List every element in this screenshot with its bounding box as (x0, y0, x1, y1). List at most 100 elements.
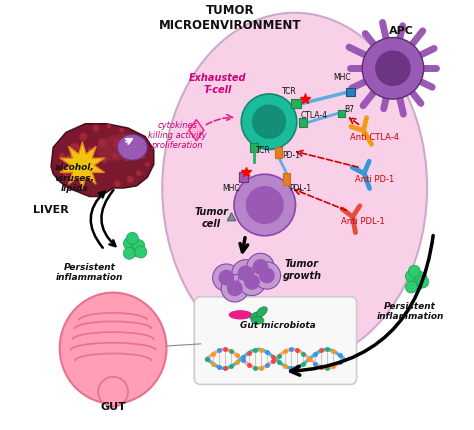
Circle shape (76, 175, 82, 181)
Polygon shape (227, 213, 236, 221)
Bar (239, 172, 248, 183)
Text: TCR: TCR (282, 87, 297, 96)
Circle shape (244, 274, 260, 290)
Polygon shape (189, 120, 204, 141)
Circle shape (123, 248, 135, 260)
Circle shape (253, 262, 281, 289)
Circle shape (106, 124, 111, 129)
Circle shape (123, 238, 135, 250)
Circle shape (232, 260, 259, 287)
Text: Anti PDL-1: Anti PDL-1 (341, 217, 385, 226)
Circle shape (241, 95, 297, 150)
Circle shape (87, 165, 92, 170)
Bar (338, 111, 345, 117)
Text: LIVER: LIVER (33, 205, 69, 215)
Text: CTLA-4: CTLA-4 (301, 111, 328, 120)
Ellipse shape (60, 293, 166, 404)
Bar (346, 88, 355, 97)
Circle shape (123, 155, 129, 162)
Circle shape (234, 175, 295, 236)
Bar (291, 100, 301, 109)
Text: APC: APC (389, 26, 414, 36)
Text: Anti PD-1: Anti PD-1 (355, 175, 394, 184)
Circle shape (145, 163, 150, 168)
Text: Exhausted
T-cell: Exhausted T-cell (189, 73, 246, 95)
Circle shape (219, 270, 234, 286)
Polygon shape (60, 142, 105, 189)
Circle shape (70, 144, 79, 153)
Circle shape (136, 171, 142, 176)
Ellipse shape (98, 377, 128, 407)
Circle shape (127, 233, 138, 245)
Circle shape (237, 266, 254, 282)
Circle shape (102, 158, 108, 164)
Circle shape (87, 148, 92, 152)
Polygon shape (51, 125, 154, 197)
Circle shape (140, 154, 146, 159)
Circle shape (113, 139, 122, 148)
Text: Persistent
inflammation: Persistent inflammation (376, 301, 444, 320)
Text: Persistent
inflammation: Persistent inflammation (56, 262, 123, 281)
Text: PDL-1: PDL-1 (289, 184, 311, 193)
FancyBboxPatch shape (194, 297, 356, 384)
Text: Tumor
growth: Tumor growth (283, 259, 321, 280)
Ellipse shape (256, 307, 267, 317)
Circle shape (417, 276, 429, 288)
Circle shape (221, 275, 248, 302)
Text: B7: B7 (344, 104, 354, 113)
Circle shape (127, 176, 134, 184)
Circle shape (252, 105, 286, 140)
Text: Gut microbiota: Gut microbiota (240, 320, 316, 329)
Circle shape (66, 155, 74, 163)
Text: cytokines
killing activity
proliferation: cytokines killing activity proliferation (148, 120, 207, 150)
Circle shape (405, 281, 417, 293)
Bar (275, 148, 283, 158)
Circle shape (246, 187, 284, 224)
Text: Anti CTLA-4: Anti CTLA-4 (350, 132, 399, 141)
Ellipse shape (162, 14, 427, 363)
Circle shape (238, 269, 265, 296)
Circle shape (92, 125, 100, 132)
Circle shape (63, 170, 70, 177)
Ellipse shape (228, 310, 252, 320)
Circle shape (139, 141, 147, 150)
Text: TCR: TCR (256, 145, 271, 154)
Text: PD-1: PD-1 (283, 150, 301, 159)
Ellipse shape (250, 312, 263, 321)
Ellipse shape (118, 135, 147, 161)
Circle shape (98, 139, 107, 148)
Text: Tumor
cell: Tumor cell (194, 207, 228, 228)
Bar (299, 119, 308, 128)
Bar (250, 144, 258, 152)
Bar (283, 173, 290, 185)
Circle shape (59, 154, 65, 160)
Circle shape (247, 254, 274, 281)
Circle shape (253, 259, 268, 275)
Ellipse shape (251, 317, 264, 325)
Circle shape (119, 129, 124, 133)
Circle shape (79, 133, 87, 141)
Circle shape (362, 38, 424, 100)
Circle shape (415, 272, 427, 284)
Text: GUT: GUT (100, 401, 126, 411)
Circle shape (375, 51, 411, 87)
Circle shape (405, 271, 417, 283)
Circle shape (128, 147, 133, 153)
Text: TUMOR
MICROENVIRONMENT: TUMOR MICROENVIRONMENT (159, 4, 302, 32)
Circle shape (259, 268, 275, 284)
Circle shape (58, 163, 65, 171)
Circle shape (130, 245, 142, 257)
Circle shape (412, 278, 424, 290)
Ellipse shape (97, 135, 138, 162)
Circle shape (227, 281, 243, 297)
Circle shape (135, 246, 147, 258)
Circle shape (132, 135, 137, 140)
Circle shape (213, 264, 240, 292)
Text: MHC: MHC (333, 73, 350, 82)
Circle shape (133, 240, 145, 252)
Text: alcohol,
viruses,
lipids: alcohol, viruses, lipids (55, 163, 95, 193)
Text: MHC: MHC (223, 184, 240, 193)
Circle shape (114, 181, 120, 187)
Circle shape (408, 266, 420, 278)
Circle shape (112, 154, 118, 160)
